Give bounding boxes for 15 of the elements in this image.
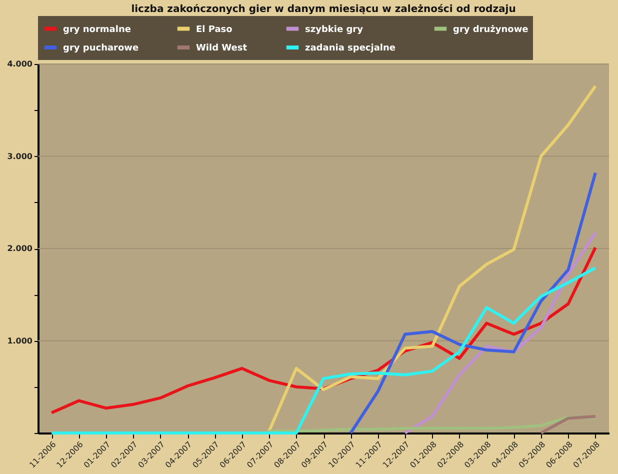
chart-title: liczba zakończonych gier w danym miesiącu w zależności od rodzaju <box>131 3 516 15</box>
line-series <box>268 84 597 433</box>
line-series <box>50 266 597 434</box>
legend-label: gry pucharowe <box>63 44 139 54</box>
y-tick-label: 2.000 <box>7 244 33 253</box>
y-tick-label: 4.000 <box>7 60 33 68</box>
legend-label: zadania specjalne <box>305 44 396 54</box>
legend-label: szybkie gry <box>305 24 364 35</box>
y-tick-label: 1.000 <box>7 336 33 346</box>
y-tick-label: 3.000 <box>7 152 33 161</box>
legend-label: gry drużynowe <box>453 24 528 35</box>
legend-label: El Paso <box>196 24 232 35</box>
legend-label: Wild West <box>196 44 248 54</box>
legend-label: gry normalne <box>63 24 131 35</box>
line-series <box>349 171 597 434</box>
